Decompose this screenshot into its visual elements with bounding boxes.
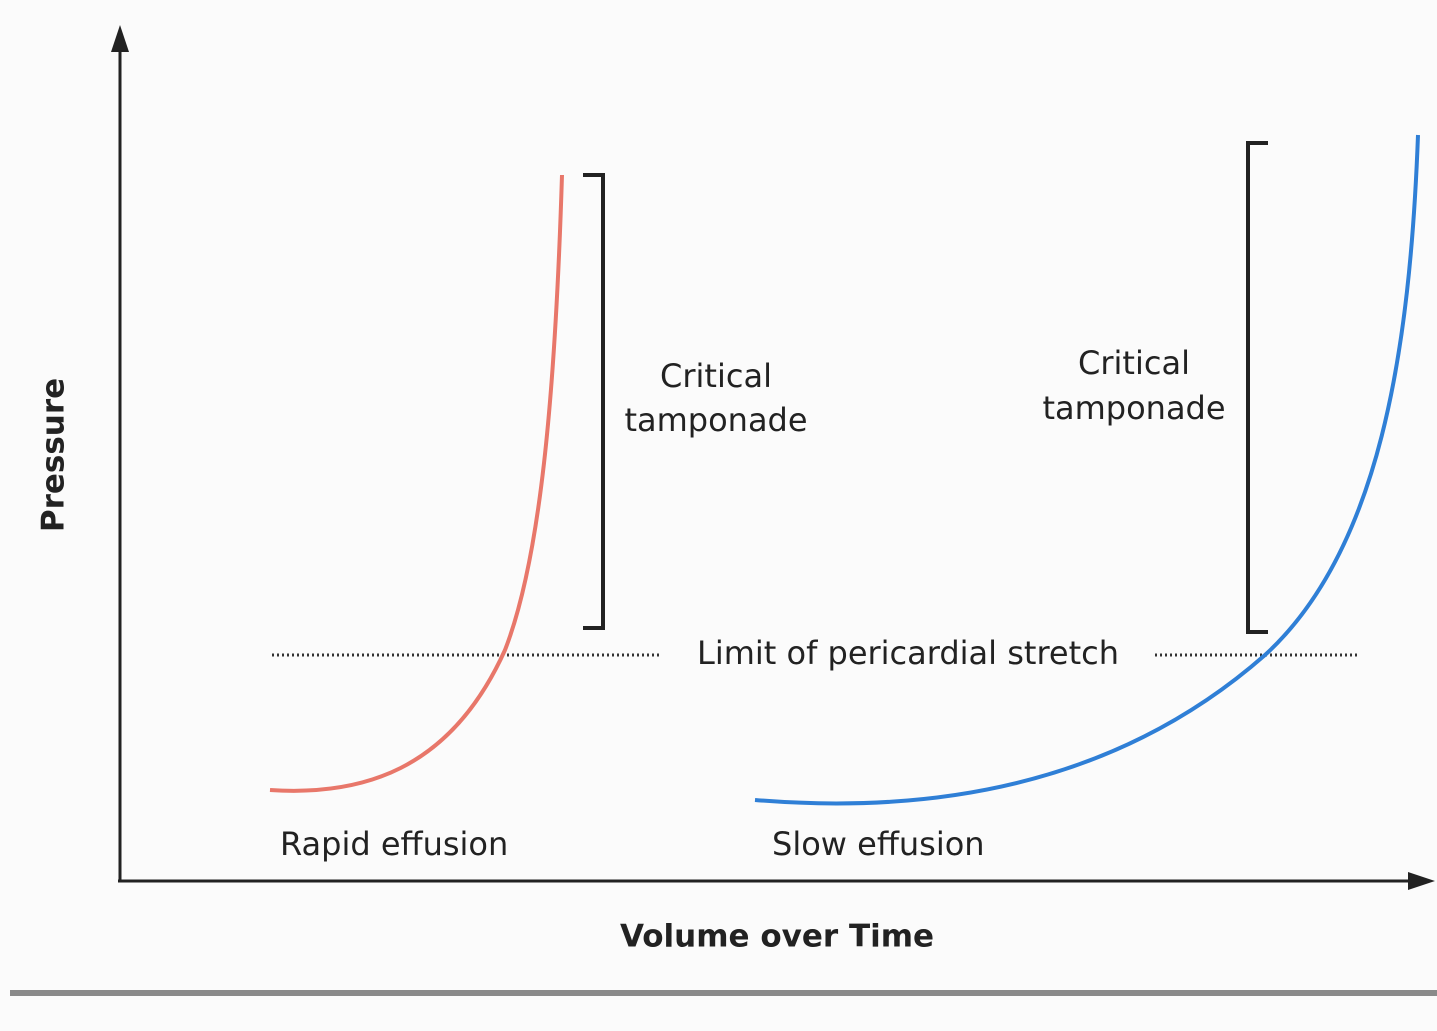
bracket xyxy=(1246,141,1268,634)
slow-curve xyxy=(754,134,1420,806)
bracket xyxy=(583,173,605,630)
annotation: Critical xyxy=(1078,344,1190,382)
threshold-label: Limit of pericardial stretch xyxy=(697,634,1119,672)
bottom-rule xyxy=(10,990,1437,996)
x-axis-arrow xyxy=(1408,872,1435,890)
x-axis-label: Volume over Time xyxy=(620,919,934,955)
curve-label: Slow effusion xyxy=(772,825,985,863)
y-axis-arrow xyxy=(111,25,129,52)
rapid-curve xyxy=(269,174,564,793)
y-axis-label: Pressure xyxy=(36,378,72,532)
annotation: tamponade xyxy=(1042,389,1225,427)
annotation: Critical xyxy=(660,357,772,395)
annotation: tamponade xyxy=(624,401,807,439)
curve-label: Rapid effusion xyxy=(280,825,508,863)
